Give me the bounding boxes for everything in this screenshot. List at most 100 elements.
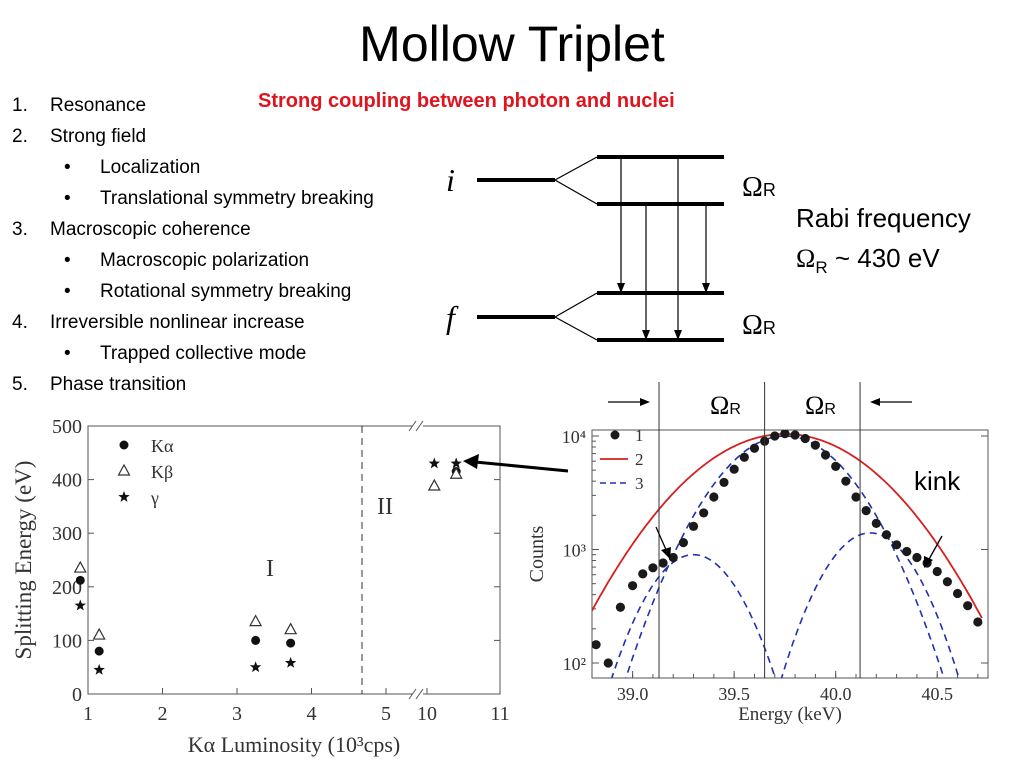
- fit-curve: [592, 433, 983, 619]
- data-point: [93, 663, 105, 675]
- axis-break-mark: [408, 688, 417, 700]
- outline-text: Macroscopic polarization: [100, 250, 310, 271]
- data-point: [249, 614, 263, 627]
- x-tick-label: 2: [158, 703, 168, 725]
- region-label: I: [266, 556, 274, 582]
- x-tick-label: 5: [381, 703, 391, 725]
- legend-marker: [118, 491, 130, 502]
- data-point: [249, 661, 262, 673]
- kink-annotation: kink: [914, 466, 961, 496]
- kink-arrow-head: [924, 556, 933, 568]
- data-point: [251, 635, 261, 645]
- legend-marker: [610, 430, 620, 440]
- data-point: [648, 563, 658, 573]
- component-curve: [624, 435, 945, 678]
- data-point: [603, 658, 613, 668]
- data-point: [770, 431, 780, 441]
- y-tick-label: 0: [72, 684, 82, 706]
- axis-break-mark: [415, 688, 424, 700]
- slide-title: Mollow Triplet: [359, 16, 665, 72]
- x-tick-label: 11: [490, 703, 509, 725]
- kink-arrow: [927, 535, 943, 562]
- data-point: [709, 492, 719, 502]
- outline-text: Irreversible nonlinear increase: [50, 312, 305, 333]
- component-curve: [610, 553, 777, 678]
- data-point: [841, 476, 851, 486]
- data-point: [427, 478, 441, 491]
- legend-label: 2: [635, 450, 644, 469]
- omega-lower: ΩR: [742, 310, 776, 341]
- data-point: [932, 566, 942, 577]
- plot-frame: [591, 429, 989, 679]
- data-point: [628, 581, 638, 591]
- outline-marker: •: [64, 343, 71, 364]
- x-tick-label: 39.5: [718, 684, 750, 704]
- data-point: [699, 508, 709, 518]
- data-point: [449, 466, 463, 479]
- omega-label: ΩR: [710, 391, 741, 420]
- legend-marker: [117, 463, 131, 476]
- data-point: [861, 506, 871, 516]
- y-tick-label: 500: [52, 416, 82, 438]
- outline-text: Macroscopic coherence: [50, 219, 251, 240]
- outline-marker: 4.: [12, 312, 28, 333]
- outline-marker: 5.: [12, 374, 28, 395]
- data-point: [780, 430, 790, 439]
- outline-text: Strong field: [50, 126, 147, 147]
- data-point: [800, 433, 810, 444]
- outline-text: Resonance: [50, 95, 147, 116]
- x-tick-label: 4: [307, 703, 317, 725]
- energy-level-diagram: i f ΩR ΩR: [446, 155, 776, 342]
- data-point: [428, 457, 440, 469]
- connector-arrow: [463, 454, 569, 473]
- data-point: [871, 518, 881, 528]
- data-point: [678, 538, 688, 548]
- axis-break-mark: [408, 420, 417, 432]
- outline-marker: •: [64, 281, 71, 302]
- data-point: [912, 552, 922, 563]
- component-curve: [780, 532, 960, 678]
- rabi-frequency-label: Rabi frequency: [796, 203, 971, 233]
- y-tick-label: 10⁴: [562, 427, 586, 447]
- legend-label: 1: [635, 426, 644, 445]
- y-tick-label: 10³: [563, 541, 587, 561]
- outline-text: Trapped collective mode: [100, 343, 307, 364]
- y-tick-label: 100: [52, 630, 82, 652]
- outline-text: Rotational symmetry breaking: [100, 281, 352, 302]
- kink-arrow: [655, 526, 668, 553]
- data-point: [719, 477, 729, 488]
- data-point: [942, 577, 952, 587]
- data-point: [94, 646, 104, 656]
- kink-arrow-head: [661, 547, 671, 559]
- x-tick-label: 40.5: [921, 684, 953, 704]
- data-point: [688, 521, 699, 531]
- axis-break-mark: [415, 420, 424, 432]
- rabi-frequency-value: ΩR ~ 430 eV: [796, 243, 940, 278]
- legend-label: Kα: [151, 436, 174, 456]
- plot-area: [592, 430, 983, 678]
- data-point: [820, 450, 831, 460]
- legend-label: γ: [150, 488, 159, 508]
- outline-marker: 1.: [12, 95, 28, 116]
- data-point: [284, 656, 297, 668]
- data-point: [902, 546, 912, 557]
- data-point: [592, 640, 601, 650]
- x-tick-label: 1: [83, 703, 93, 725]
- outline-marker: 3.: [12, 219, 28, 240]
- data-point: [658, 558, 668, 568]
- x-axis-label: Energy (keV): [738, 704, 842, 725]
- data-point: [74, 599, 86, 611]
- data-point: [450, 457, 462, 469]
- y-axis-label: Splitting Energy (eV): [11, 461, 36, 660]
- y-tick-label: 400: [52, 470, 82, 492]
- legend-label: 3: [635, 474, 644, 493]
- data-point: [75, 575, 85, 585]
- outline-marker: •: [64, 188, 71, 209]
- energy-levels: [477, 155, 724, 342]
- outline-marker: •: [64, 250, 71, 271]
- outline-marker: •: [64, 157, 71, 178]
- x-tick-label: 40.0: [820, 684, 852, 704]
- data-point: [892, 540, 902, 550]
- y-axis-label: Counts: [526, 525, 548, 582]
- data-point: [790, 430, 800, 440]
